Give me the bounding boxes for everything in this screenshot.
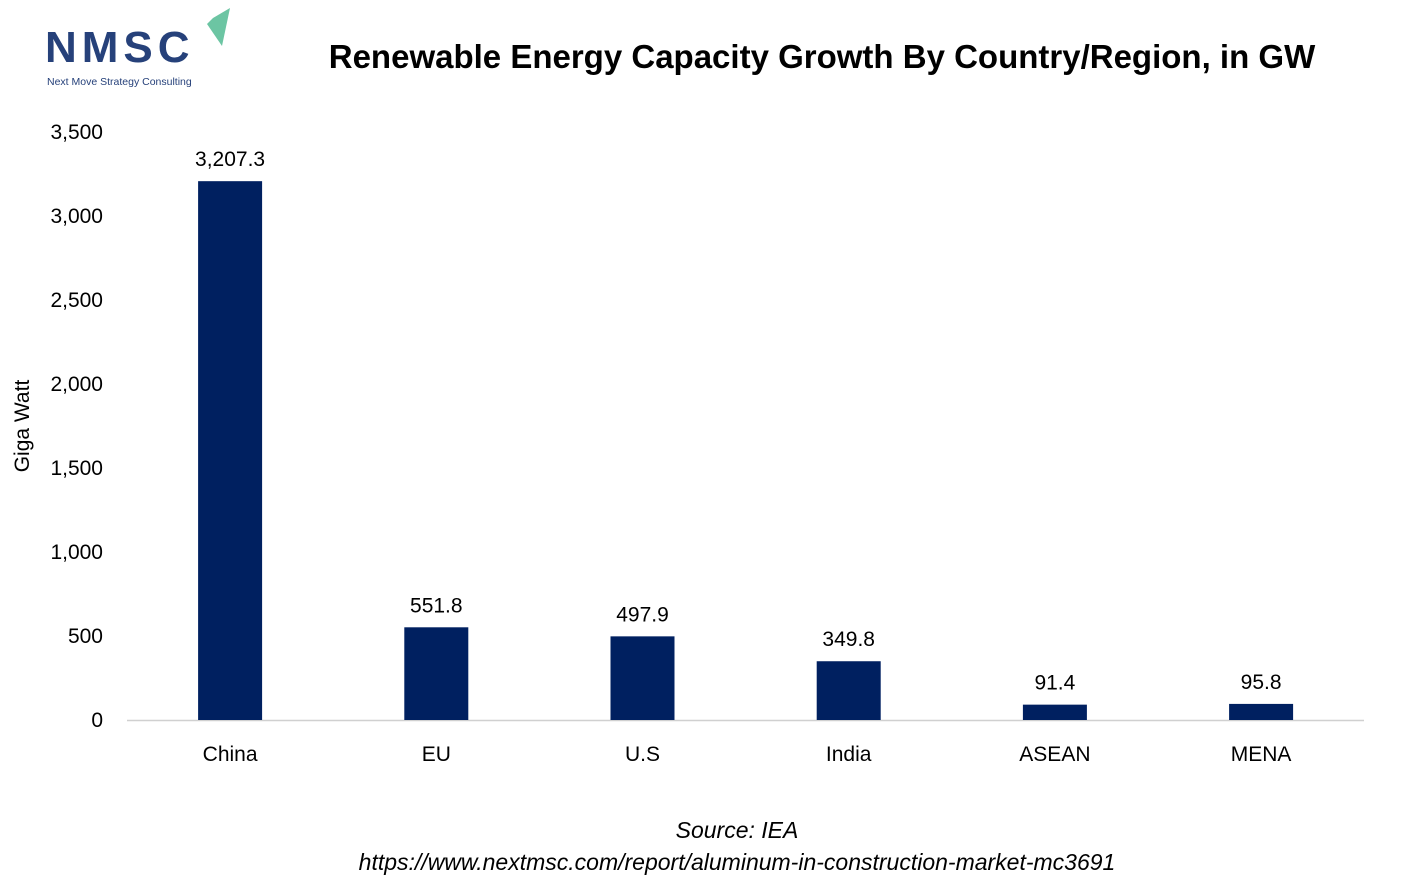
- bar-eu: [404, 627, 469, 720]
- data-label: 95.8: [1241, 671, 1282, 694]
- data-label: 349.8: [822, 628, 875, 651]
- data-label: 551.8: [410, 594, 463, 617]
- x-tick-label: India: [826, 743, 872, 766]
- bar-china: [198, 181, 263, 721]
- bar-asean: [1022, 704, 1087, 720]
- logo-arrow-icon: [207, 8, 230, 46]
- source-label: Source: IEA: [676, 817, 799, 843]
- data-label: 497.9: [616, 603, 669, 626]
- y-tick-label: 500: [68, 625, 103, 648]
- x-tick-label: U.S: [625, 743, 660, 766]
- y-tick-label: 3,500: [50, 121, 103, 144]
- y-tick-label: 2,000: [50, 373, 103, 396]
- y-tick-label: 0: [91, 709, 103, 732]
- logo-tagline: Next Move Strategy Consulting: [47, 76, 192, 88]
- bar-us: [610, 636, 675, 720]
- x-tick-label: MENA: [1231, 743, 1292, 766]
- x-tick-label: EU: [422, 743, 451, 766]
- logo-text: NMSC: [45, 23, 195, 72]
- logo: NMSC Next Move Strategy Consulting: [45, 8, 230, 88]
- x-tick-label: China: [203, 743, 258, 766]
- y-tick-label: 1,500: [50, 457, 103, 480]
- source-url: https://www.nextmsc.com/report/aluminum-…: [359, 849, 1116, 875]
- bar-india: [816, 661, 881, 720]
- y-axis-label: Giga Watt: [11, 380, 34, 473]
- data-label: 3,207.3: [195, 148, 265, 171]
- data-label: 91.4: [1034, 672, 1075, 695]
- y-tick-label: 1,000: [50, 541, 103, 564]
- x-tick-label: ASEAN: [1019, 743, 1090, 766]
- y-tick-label: 2,500: [50, 289, 103, 312]
- y-tick-label: 3,000: [50, 205, 103, 228]
- chart-title: Renewable Energy Capacity Growth By Coun…: [329, 38, 1316, 75]
- bar-mena: [1229, 703, 1294, 720]
